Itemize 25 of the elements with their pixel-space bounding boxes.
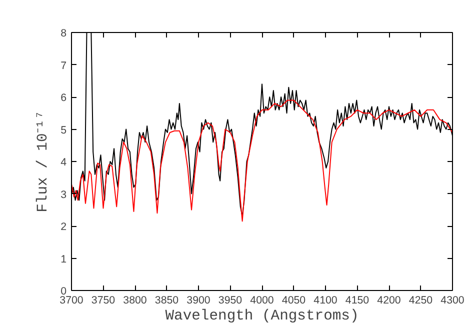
x-tick-label: 3700 — [60, 294, 84, 306]
x-tick-label: 4050 — [282, 294, 306, 306]
x-axis-title: Wavelength (Angstroms) — [165, 308, 359, 324]
y-tick-label: 5 — [60, 124, 67, 136]
line-series — [72, 100, 452, 222]
y-tick-label: 0 — [60, 286, 67, 298]
y-tick-label: 7 — [60, 60, 67, 72]
y-tick-label: 2 — [60, 221, 67, 233]
y-tick-label: 4 — [60, 156, 67, 168]
y-tick-label: 6 — [60, 92, 67, 104]
x-tick-label: 3950 — [218, 294, 242, 306]
x-tick-label: 4150 — [345, 294, 370, 306]
y-tick-label: 8 — [60, 28, 67, 40]
y-axis-title: Flux / 10⁻¹⁷ — [36, 110, 52, 212]
x-tick-label: 3800 — [123, 294, 147, 306]
x-tick-label: 3850 — [154, 294, 179, 306]
x-tick-label: 3900 — [186, 294, 210, 306]
y-tick-label: 3 — [60, 188, 67, 201]
x-tick-label: 3750 — [91, 294, 116, 306]
x-tick-label: 4200 — [377, 294, 401, 306]
x-tick-label: 4100 — [314, 294, 338, 306]
x-tick-label: 4000 — [250, 294, 274, 306]
y-tick-label: 1 — [60, 253, 67, 266]
x-tick-label: 4250 — [408, 294, 433, 306]
x-tick-label: 4300 — [440, 294, 464, 306]
